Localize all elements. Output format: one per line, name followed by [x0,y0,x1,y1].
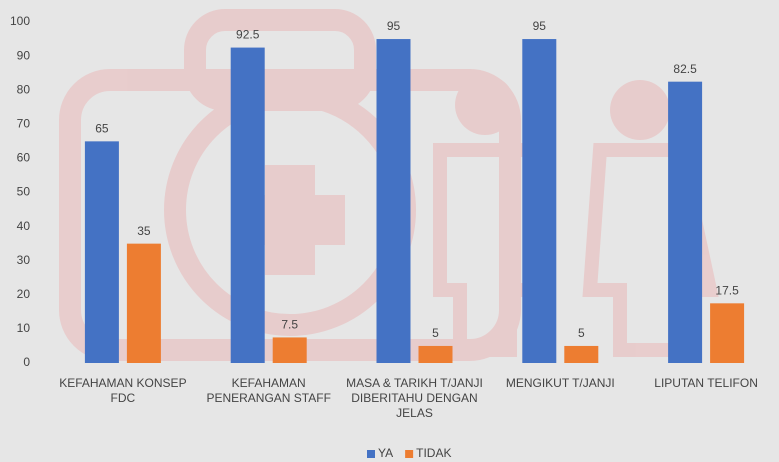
y-tick-label: 10 [17,321,31,335]
value-label: 95 [533,19,547,33]
y-tick-label: 80 [17,82,31,96]
bar [668,82,702,363]
y-tick-label: 90 [17,48,31,62]
value-label: 92.5 [236,28,260,42]
bar [419,346,453,363]
y-tick-label: 50 [17,185,31,199]
value-label: 95 [387,19,401,33]
y-tick-label: 100 [10,14,30,28]
bar [127,244,161,363]
value-label: 65 [95,122,109,136]
y-tick-label: 40 [17,219,31,233]
chart: 0 10 20 30 40 50 60 70 80 90 100 65 35 92.5 7.5 95 5 95 5 8… [0,0,779,462]
value-label: 35 [137,224,151,238]
x-tick-label: MASA & TARIKH T/JANJI DIBERITAHU DENGAN … [345,376,485,421]
bar [522,39,556,363]
x-tick-label: KEFAHAMAN KONSEP FDC [53,376,193,406]
bar [377,39,411,363]
y-tick-label: 30 [17,253,31,267]
bar [273,337,307,363]
legend-label: TIDAK [416,446,451,460]
value-label: 5 [432,326,439,340]
value-label: 7.5 [281,318,298,332]
legend-swatch [367,450,375,458]
bar [710,303,744,363]
y-tick-label: 60 [17,151,31,165]
value-label: 17.5 [715,283,739,297]
legend-swatch [405,450,413,458]
y-tick-label: 70 [17,116,31,130]
y-tick-label: 0 [23,355,30,369]
x-tick-label: MENGIKUT T/JANJI [490,376,630,391]
bar [231,48,265,363]
bar [564,346,598,363]
legend-label: YA [378,446,393,460]
value-label: 82.5 [673,62,697,76]
x-tick-label: KEFAHAMAN PENERANGAN STAFF [199,376,339,406]
value-label: 5 [578,326,585,340]
y-tick-label: 20 [17,287,31,301]
bar [85,141,119,363]
x-tick-label: LIPUTAN TELIFON [636,376,776,391]
